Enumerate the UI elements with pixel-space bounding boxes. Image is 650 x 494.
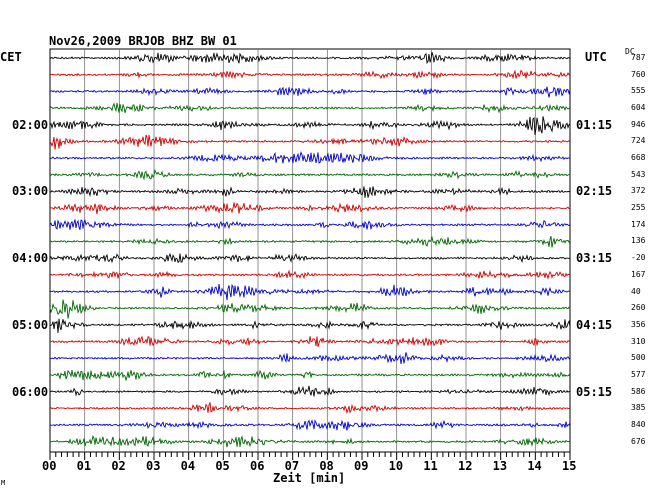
footnote-mark: M (1, 479, 6, 487)
utc-hour-label: 05:15 (576, 384, 613, 399)
trace-line (49, 283, 571, 301)
x-tick-label: 04 (180, 459, 196, 473)
dc-offset-label: 840 (631, 419, 646, 429)
cet-axis-label: CET (0, 50, 22, 64)
dc-offset-label: -20 (631, 253, 646, 263)
dc-offset-label: 136 (631, 236, 646, 246)
x-tick-label: 09 (354, 459, 369, 473)
dc-offset-label: 260 (631, 303, 646, 313)
dc-offset-label: 40 (631, 286, 641, 296)
dc-offset-label: 174 (631, 219, 646, 229)
x-tick-label: 00 (42, 459, 57, 473)
dc-offset-label: 543 (631, 169, 646, 179)
trace-line (49, 385, 571, 397)
trace-line (49, 169, 571, 181)
dc-offset-label: 760 (631, 69, 646, 79)
dc-offset-label: 500 (631, 353, 646, 363)
dc-offset-label: 668 (631, 153, 646, 163)
dc-offset-label: 577 (631, 369, 646, 379)
trace-line (49, 318, 571, 333)
dc-offset-label: 555 (631, 86, 646, 96)
dc-offset-label: 372 (631, 186, 646, 196)
dc-offset-label: 310 (631, 336, 646, 346)
trace-line (49, 69, 571, 80)
trace-line (49, 369, 571, 382)
trace-line (49, 419, 571, 431)
dc-offset-label: 724 (631, 136, 646, 146)
trace-line (49, 186, 571, 198)
dc-offset-label: 946 (631, 119, 646, 129)
trace-line (49, 235, 571, 248)
cet-hour-label: 02:00 (12, 117, 49, 132)
chart-title: Nov26,2009 BRJOB BHZ BW 01 (49, 34, 237, 48)
dc-offset-label: 255 (631, 203, 646, 213)
utc-axis-label: UTC (585, 50, 607, 64)
cet-hour-label: 04:00 (12, 251, 49, 266)
x-tick-label: 15 (562, 459, 577, 473)
cet-hour-label: 05:00 (12, 317, 49, 332)
x-tick-label: 12 (458, 459, 473, 473)
dc-offset-header: DC (625, 47, 635, 56)
trace-line (49, 434, 571, 448)
x-axis-label: Zeit [min] (273, 471, 346, 485)
trace-line (49, 86, 571, 98)
x-tick-label: 06 (250, 459, 265, 473)
x-tick-label: 08 (319, 459, 334, 473)
trace-line (49, 202, 571, 215)
x-axis-ticks (49, 452, 571, 460)
trace-line (49, 299, 571, 319)
x-tick-label: 10 (388, 459, 404, 473)
trace-line (49, 150, 571, 164)
x-tick-label: 07 (284, 459, 300, 473)
trace-line (49, 269, 571, 280)
dc-offset-label: 356 (631, 319, 646, 329)
trace-line (49, 102, 571, 114)
trace-line (49, 335, 571, 347)
cet-hour-label: 06:00 (12, 384, 49, 399)
trace-line (49, 116, 571, 135)
trace-line (49, 52, 571, 65)
traces (49, 52, 571, 448)
x-tick-label: 03 (146, 459, 161, 473)
utc-hour-label: 03:15 (576, 251, 613, 266)
trace-line (49, 252, 571, 264)
dc-offset-label: 167 (631, 269, 646, 279)
x-tick-label: 05 (215, 459, 230, 473)
cet-hour-label: 03:00 (12, 184, 49, 199)
x-tick-label: 11 (423, 459, 438, 473)
trace-line (49, 219, 571, 230)
utc-hour-label: 02:15 (576, 184, 613, 199)
trace-line (49, 134, 571, 150)
utc-hour-label: 01:15 (576, 117, 613, 132)
utc-hour-label: 04:15 (576, 317, 613, 332)
x-tick-label: 02 (111, 459, 126, 473)
dc-offset-label: 385 (631, 403, 646, 413)
x-tick-label: 14 (527, 459, 542, 473)
x-tick-label: 13 (492, 459, 508, 473)
dc-offset-label: 604 (631, 103, 646, 113)
trace-line (49, 402, 571, 415)
dc-offset-label: 676 (631, 436, 646, 446)
x-tick-label: 01 (76, 459, 92, 473)
dc-offset-label: 787 (631, 53, 646, 62)
dc-offset-label: 586 (631, 386, 646, 396)
trace-line (49, 352, 571, 364)
